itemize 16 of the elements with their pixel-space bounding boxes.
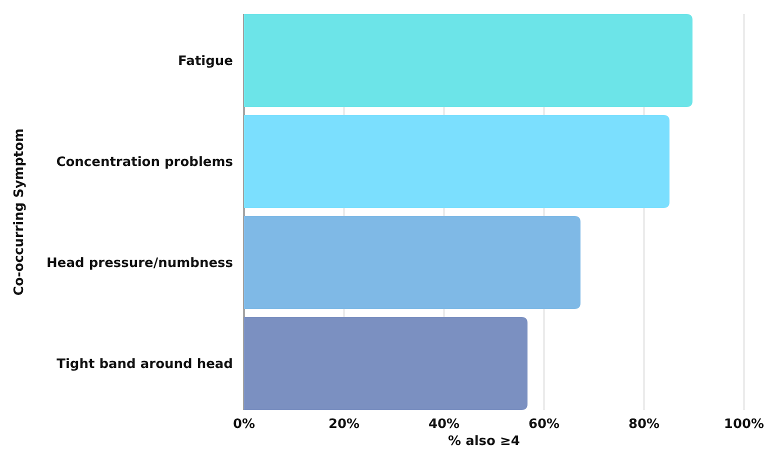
x-axis-title: % also ≥4 xyxy=(448,434,520,449)
x-tick-label: 60% xyxy=(528,417,560,432)
bar xyxy=(244,216,580,309)
y-tick-label: Head pressure/numbness xyxy=(46,256,234,272)
y-tick-label: Tight band around head xyxy=(56,357,233,372)
bar xyxy=(244,14,692,107)
x-tick-label: 40% xyxy=(428,417,460,432)
bar xyxy=(244,317,528,410)
x-tick-label: 0% xyxy=(232,417,256,432)
x-tick-label: 80% xyxy=(628,417,660,432)
y-tick-label: Fatigue xyxy=(178,54,234,70)
x-tick-label: 100% xyxy=(724,417,764,432)
x-tick-label: 20% xyxy=(328,417,360,432)
y-axis-title: Co-occurring Symptom xyxy=(12,128,27,296)
y-tick-label: Concentration problems xyxy=(56,155,234,170)
bar xyxy=(244,115,670,208)
